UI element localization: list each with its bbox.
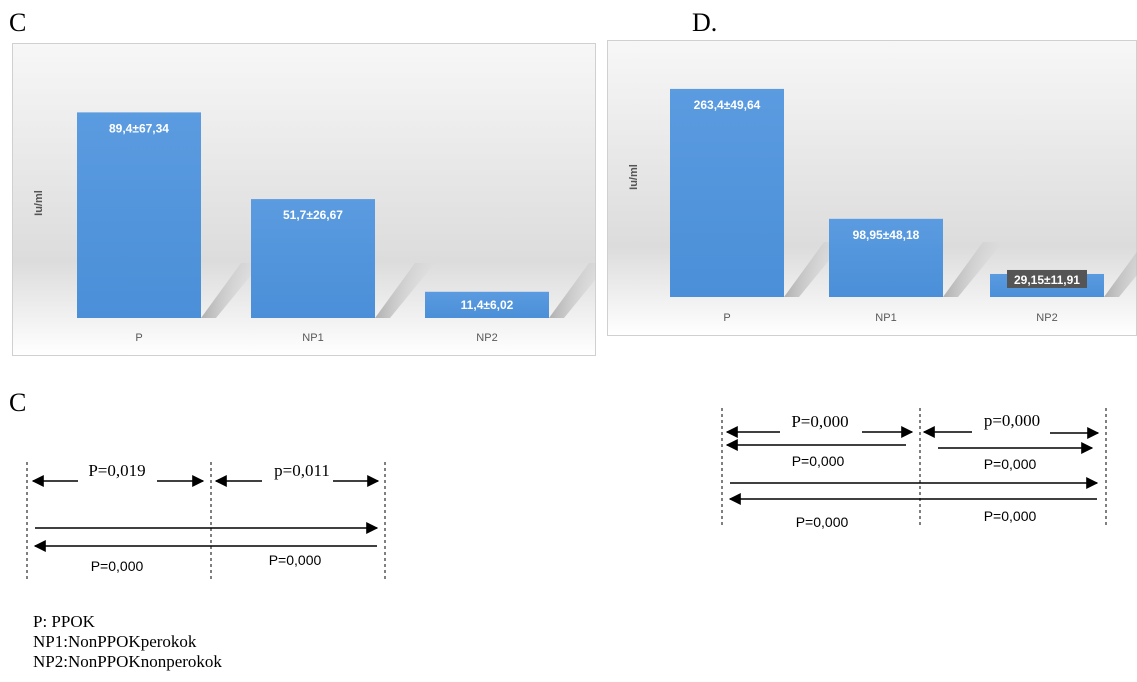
data-label: 29,15±11,91 (1014, 273, 1080, 287)
p-value-d-top-right: p=0,000 (984, 411, 1040, 430)
data-label: 263,4±49,64 (694, 98, 761, 112)
legend-item: P: PPOK (33, 612, 95, 631)
bar-shadow (943, 242, 1003, 297)
bar-p (670, 88, 784, 297)
p-value-d-mid-left: P=0,000 (792, 453, 845, 469)
p-value-c-right: p=0,011 (274, 461, 330, 480)
y-axis-label: Iu/ml (628, 164, 640, 190)
data-label: 98,95±48,18 (853, 228, 920, 242)
data-label-bg (1007, 269, 1087, 288)
data-label: 11,4±6,02 (461, 298, 514, 312)
x-tick-label: P (723, 312, 730, 324)
p-value-d-bottom-left: P=0,000 (796, 514, 849, 530)
p-value-c-bottom-left: P=0,000 (91, 558, 144, 574)
p-value-c-bottom-right: P=0,000 (269, 552, 322, 568)
bar-np1 (251, 199, 375, 318)
p-value-d-mid-right: P=0,000 (984, 456, 1037, 472)
panel-letter-c-chart: C (9, 8, 27, 37)
chart-d: Iu/ml 263,4±49,64 P 98,95±48,18 NP1 29,15±11,… (607, 40, 1137, 336)
panel-letter-c-significance: C (9, 388, 27, 417)
significance-c: P=0,019 p=0,011 P=0,000 P=0,000 (26, 461, 386, 580)
data-label: 89,4±67,34 (109, 121, 169, 135)
x-tick-label: NP1 (875, 312, 896, 324)
y-axis-label: Iu/ml (33, 190, 45, 216)
significance-d: P=0,000 p=0,000 P=0,000 P=0,000 P=0,000 … (721, 408, 1107, 530)
panel-letter-d-chart: D. (692, 8, 718, 37)
bar-shadow (549, 263, 596, 318)
bar-p (77, 112, 201, 318)
x-tick-label: NP2 (1036, 312, 1057, 324)
p-value-c-left: P=0,019 (88, 461, 145, 480)
x-tick-label: NP1 (302, 332, 323, 344)
bar-np1 (829, 218, 943, 297)
bar-shadow (201, 263, 261, 318)
bar-np2 (425, 291, 549, 318)
p-value-d-bottom-right: P=0,000 (984, 508, 1037, 524)
bar-shadow (375, 263, 435, 318)
x-tick-label: P (135, 332, 142, 344)
legend-item: NP2:NonPPOKnonperokok (33, 652, 222, 671)
bar-shadow (1104, 251, 1137, 297)
data-label: 51,7±26,67 (283, 208, 343, 222)
legend-item: NP1:NonPPOKperokok (33, 632, 197, 651)
chart-c: Iu/ml 89,4±67,34 P 51,7±26,67 NP1 11,4±6,02 NP… (12, 43, 596, 356)
x-tick-label: NP2 (476, 332, 497, 344)
p-value-d-top-left: P=0,000 (791, 412, 848, 431)
